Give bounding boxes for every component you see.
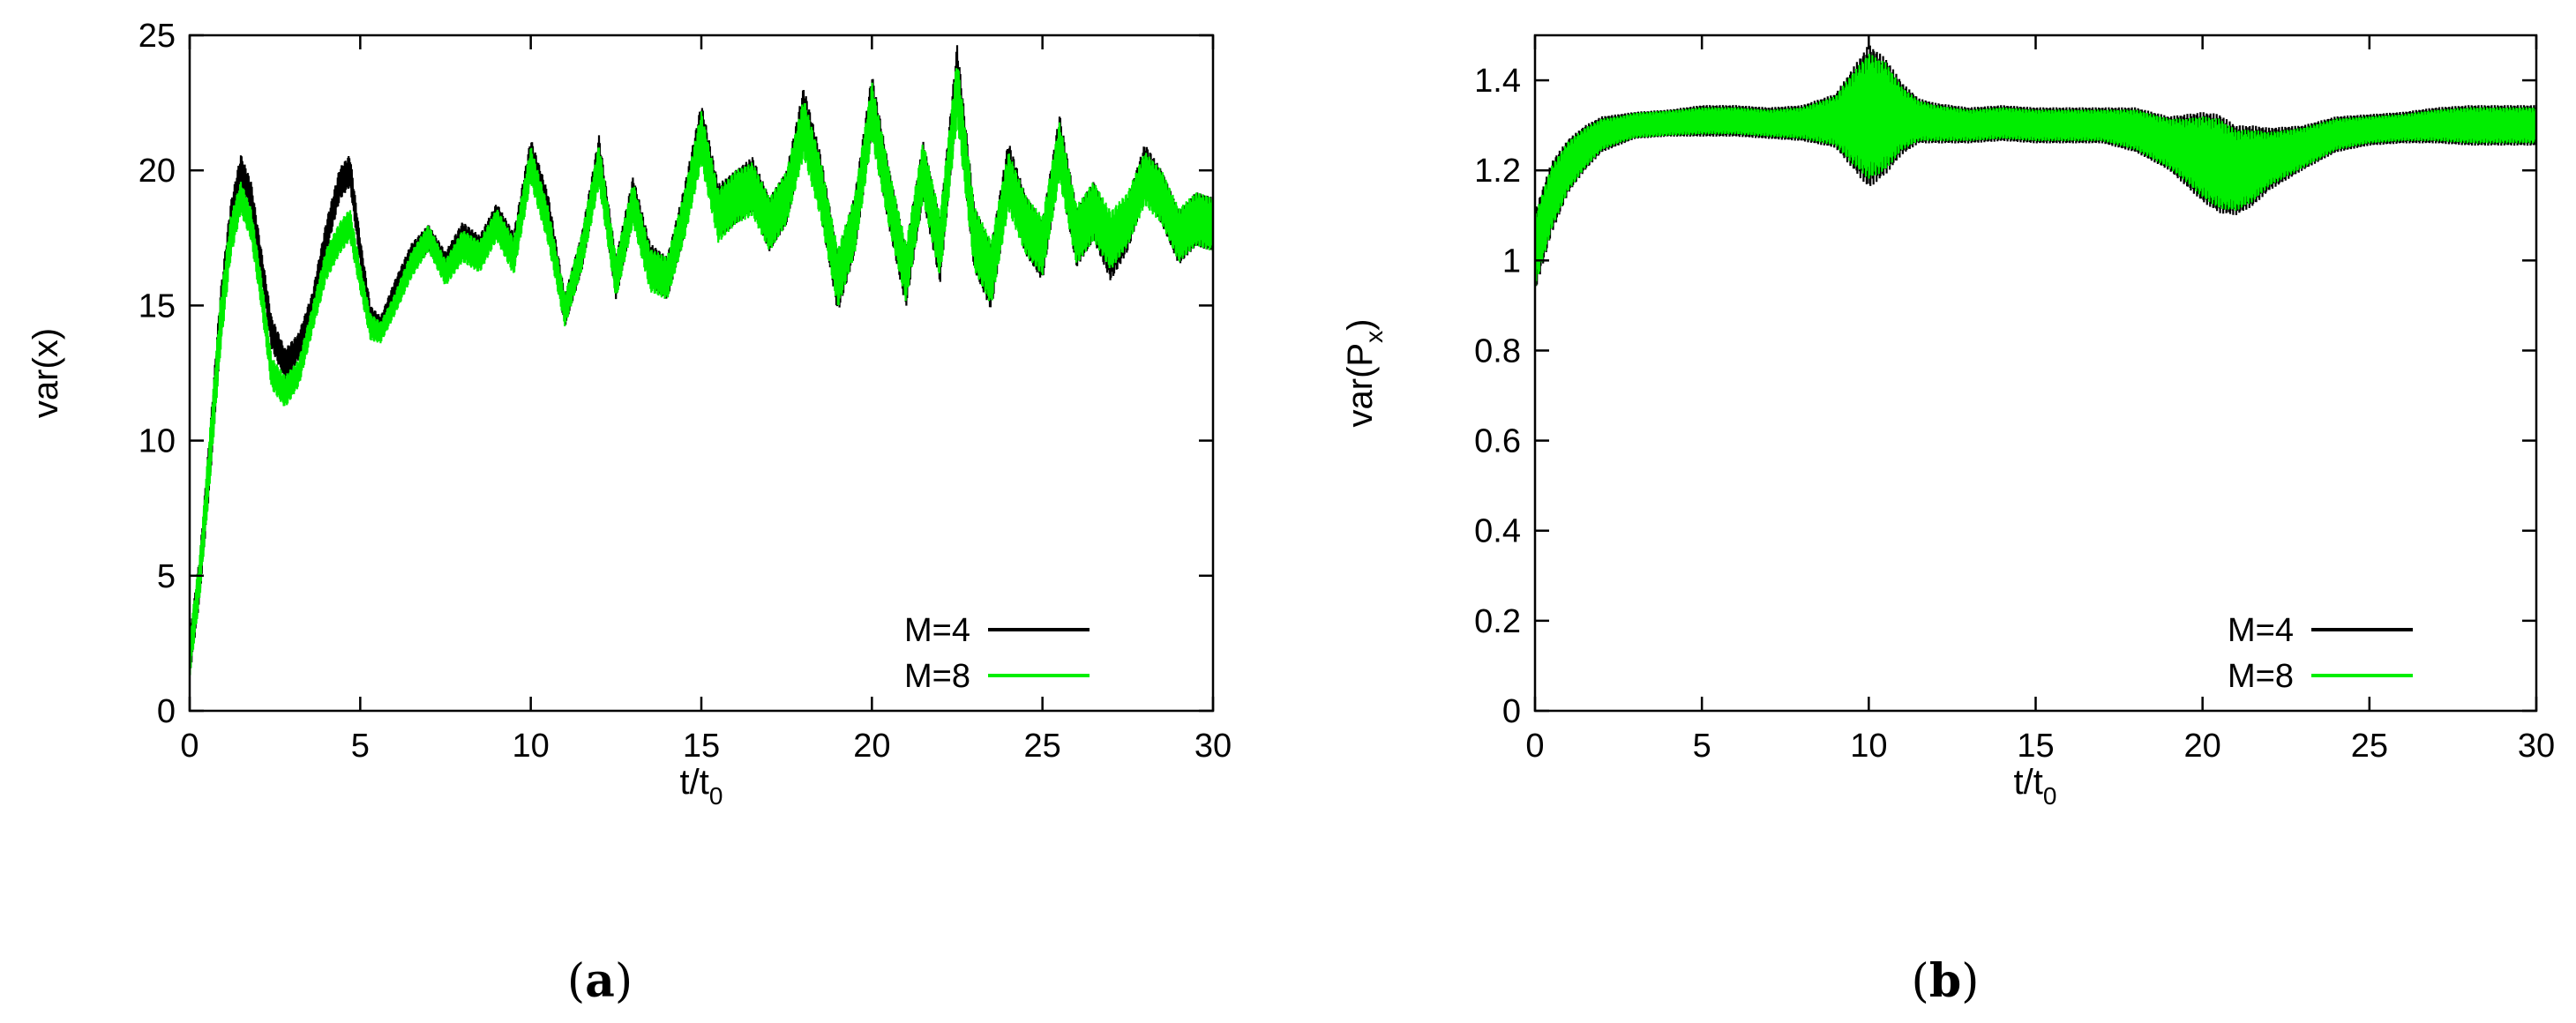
y-axis-label-b: var(Px) <box>1341 319 1388 428</box>
x-tick-label: 0 <box>1525 728 1544 765</box>
x-tick-label: 15 <box>2017 728 2054 765</box>
y-tick-label: 0 <box>157 693 176 730</box>
y-axis-b: 0 0.2 0.4 0.6 0.8 1 1.2 1.4 <box>1474 63 2536 730</box>
x-axis-label-a: t/t0 <box>680 763 723 810</box>
x-axis-b: 0 5 10 15 20 25 30 <box>1525 35 2555 765</box>
y-tick-label: 1.2 <box>1474 153 1521 190</box>
x-tick-label: 25 <box>2351 728 2388 765</box>
y-tick-label: 0 <box>1502 693 1521 730</box>
x-tick-label: 30 <box>2518 728 2555 765</box>
y-tick-label: 15 <box>139 287 176 325</box>
y-tick-label: 0.6 <box>1474 423 1521 460</box>
x-tick-label: 30 <box>1194 728 1232 765</box>
plot-area-a <box>190 45 1213 676</box>
x-tick-label: 25 <box>1024 728 1061 765</box>
chart-b: 0 5 10 15 20 25 30 0 0.2 0.4 0.6 0.8 1 1.2 1.4 t/t0 v… <box>1341 34 2555 1008</box>
x-axis-a: 0 5 10 15 20 25 30 <box>180 35 1232 765</box>
panel-label-b: (b) <box>1912 954 1980 1008</box>
x-axis-label-b: t/t0 <box>2014 763 2057 810</box>
x-tick-label: 20 <box>853 728 890 765</box>
x-tick-label: 5 <box>351 728 370 765</box>
series-line-m-4 <box>1535 45 2536 287</box>
x-tick-label: 20 <box>2184 728 2221 765</box>
plot-area-b <box>1535 45 2536 287</box>
y-axis-label-a: var(x) <box>26 328 65 418</box>
x-tick-label: 0 <box>180 728 198 765</box>
x-tick-label: 10 <box>513 728 550 765</box>
x-tick-label: 5 <box>1693 728 1711 765</box>
y-tick-label: 1 <box>1502 243 1521 280</box>
legend-label: M=8 <box>2228 658 2294 695</box>
y-tick-label: 25 <box>139 18 176 55</box>
legend-label: M=8 <box>904 658 970 695</box>
panel-label-a: (a) <box>567 954 633 1008</box>
y-tick-label: 0.2 <box>1474 603 1521 640</box>
x-tick-label: 10 <box>1850 728 1887 765</box>
legend-a: M=4M=8 <box>904 612 1090 695</box>
series-line-m-8 <box>190 68 1213 676</box>
y-tick-label: 0.8 <box>1474 332 1521 370</box>
y-tick-label: 5 <box>157 558 176 595</box>
y-tick-label: 0.4 <box>1474 513 1521 550</box>
y-tick-label: 1.4 <box>1474 63 1521 100</box>
y-tick-label: 10 <box>139 423 176 460</box>
legend-b: M=4M=8 <box>2228 612 2413 695</box>
legend-label: M=4 <box>2228 612 2294 649</box>
series-line-m-8 <box>1535 54 2536 287</box>
x-tick-label: 15 <box>683 728 720 765</box>
y-axis-a: 0 5 10 15 20 25 <box>139 18 1213 730</box>
y-tick-label: 20 <box>139 153 176 190</box>
legend-label: M=4 <box>904 612 970 649</box>
